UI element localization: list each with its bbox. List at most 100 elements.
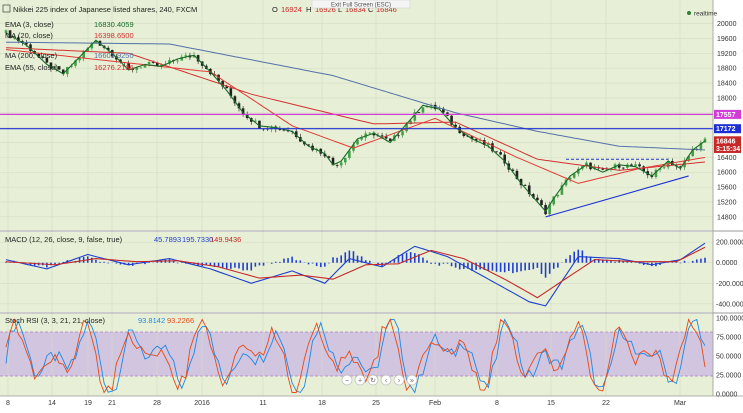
candle-body [237,103,241,109]
macd-label[interactable]: MACD (12, 26, close, 9, false, true) [5,235,123,244]
macd-tick-label: 0.0000 [716,260,738,267]
macd-tick-label: -200.0000 [716,281,743,288]
candle-body [139,67,143,69]
candle-body [327,156,331,158]
candle-body [482,140,486,145]
time-tick-label: 14 [48,400,56,407]
candle-body [70,65,73,68]
ohlc-c-value: 16846 [376,5,397,14]
candle-body [572,173,576,178]
candle-body [176,60,179,62]
time-axis: 8 14 19 21 28 2016 11 18 25 Feb 8 15 22 Mar [6,400,687,407]
candle-body [470,136,474,140]
rsi-label[interactable]: Stoch RSI (3, 3, 21, 21, close) [5,316,106,325]
candle-body [397,135,400,137]
candle-body [66,67,69,75]
candle-body [356,139,359,145]
candle-body [401,131,404,136]
macd-line [5,242,706,307]
ohlc-l-value: 16834 [345,5,366,14]
candle-body [254,120,257,122]
candle-body [544,204,547,215]
ohlc-o-key: O [272,5,278,14]
go-latest-button[interactable] [406,374,418,386]
candle-body [703,138,707,143]
rsi-tick-label: 50.0000 [716,354,741,361]
candle-body [413,112,417,121]
price-tag-label: 17557 [716,112,736,119]
rsi-value-1: 93.8142 [138,316,165,325]
scroll-right-icon: › [398,378,401,385]
candle-body [634,164,637,167]
candle-body [630,164,633,167]
price-tick-label: 15600 [717,185,737,192]
candle-body [8,30,12,38]
candle-body [258,120,261,129]
candle-body [523,185,527,186]
exit-fullscreen-bg[interactable] [311,0,411,9]
time-tick-label: Mar [674,400,687,407]
zoom-in-button[interactable] [354,374,366,386]
candle-body [409,120,412,124]
candle-body [638,164,641,167]
candle-body [417,112,421,113]
price-tick-label: 18400 [717,81,737,88]
candle-body [601,168,605,170]
price-axis: 1480015200156001600016400168001720017600… [716,21,743,398]
exit-fullscreen-label[interactable]: Exit Full Screen (ESC) [331,3,391,9]
time-tick-label: 25 [372,400,380,407]
scroll-right-button[interactable] [393,374,405,386]
candle-body [527,185,531,195]
legend-ema3-label[interactable]: EMA (3, close) [5,20,54,29]
candle-body [90,43,94,49]
price-tick-label: 16000 [717,170,737,177]
price-tick-label: 18000 [717,95,737,102]
legend-ma20-label[interactable]: MA (20, close) [5,31,53,40]
candle-body [294,131,298,138]
candle-body [335,165,339,167]
macd-panel-bg [0,232,713,312]
chart-menu-icon[interactable] [2,4,11,13]
candle-body [25,42,28,45]
candle-body [499,152,502,155]
price-tag-label: 3:15:34 [716,146,740,153]
candle-body [74,60,77,66]
rsi-value-2: 93.2266 [167,316,194,325]
macd-layer [5,242,706,307]
candle-body [560,185,564,195]
candle-body [548,204,551,215]
candle-body [106,47,110,51]
candle-body [192,55,196,58]
candle-body [388,138,392,142]
legend-ma200-label[interactable]: MA (200, close) [5,51,58,60]
candle-body [360,137,363,140]
rsi-legend: Stoch RSI (3, 3, 21, 21, close) 93.8142 … [5,316,194,325]
candle-body [16,37,20,41]
zoom-controls: − + ↻ ‹ › » [341,374,418,386]
candle-body [495,151,498,153]
candle-body [229,88,233,97]
candle-body [151,62,155,63]
stoch-d-line [5,317,706,394]
time-tick-label: 2016 [194,400,210,407]
candle-body [556,194,560,197]
ohlc-c-key: C [368,5,374,14]
candle-body [405,123,408,132]
candle-body [687,156,690,161]
scroll-left-button[interactable] [380,374,392,386]
zoom-out-button[interactable] [341,374,353,386]
price-tick-label: 14800 [717,214,737,221]
candle-body [454,124,457,127]
legend-ema55-label[interactable]: EMA (55, close) [5,63,58,72]
rsi-tick-label: 75.0000 [716,335,741,342]
exit-fullscreen-button[interactable]: Exit Full Screen (ESC) [311,0,411,9]
rsi-tick-label: 100.0000 [716,316,743,323]
candle-body [29,44,32,51]
ohlc-h-key: H [306,5,311,14]
macd-tick-label: -400.0000 [716,301,743,308]
time-tick-label: 8 [495,400,499,407]
candle-body [270,126,274,130]
candle-body [131,68,135,70]
reset-view-button[interactable] [367,374,379,386]
